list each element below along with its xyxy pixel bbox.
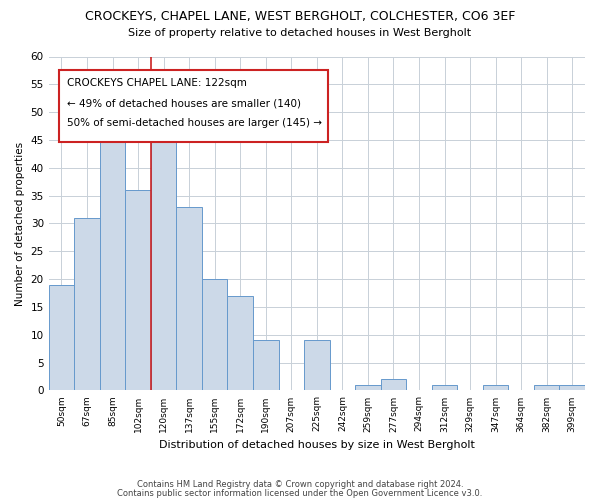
X-axis label: Distribution of detached houses by size in West Bergholt: Distribution of detached houses by size …: [159, 440, 475, 450]
Bar: [559, 385, 585, 390]
Bar: [304, 340, 329, 390]
Bar: [176, 207, 202, 390]
Bar: [432, 385, 457, 390]
Bar: [483, 385, 508, 390]
Text: Contains public sector information licensed under the Open Government Licence v3: Contains public sector information licen…: [118, 490, 482, 498]
Bar: [355, 385, 380, 390]
Text: Size of property relative to detached houses in West Bergholt: Size of property relative to detached ho…: [128, 28, 472, 38]
Bar: [227, 296, 253, 390]
Bar: [74, 218, 100, 390]
FancyBboxPatch shape: [59, 70, 328, 142]
Bar: [253, 340, 278, 390]
Text: Contains HM Land Registry data © Crown copyright and database right 2024.: Contains HM Land Registry data © Crown c…: [137, 480, 463, 489]
Bar: [100, 118, 125, 390]
Text: 50% of semi-detached houses are larger (145) →: 50% of semi-detached houses are larger (…: [67, 118, 322, 128]
Text: CROCKEYS, CHAPEL LANE, WEST BERGHOLT, COLCHESTER, CO6 3EF: CROCKEYS, CHAPEL LANE, WEST BERGHOLT, CO…: [85, 10, 515, 23]
Bar: [202, 279, 227, 390]
Text: ← 49% of detached houses are smaller (140): ← 49% of detached houses are smaller (14…: [67, 98, 301, 108]
Bar: [151, 112, 176, 390]
Bar: [49, 284, 74, 391]
Y-axis label: Number of detached properties: Number of detached properties: [15, 142, 25, 306]
Bar: [534, 385, 559, 390]
Bar: [125, 190, 151, 390]
Bar: [380, 380, 406, 390]
Text: CROCKEYS CHAPEL LANE: 122sqm: CROCKEYS CHAPEL LANE: 122sqm: [67, 78, 247, 88]
